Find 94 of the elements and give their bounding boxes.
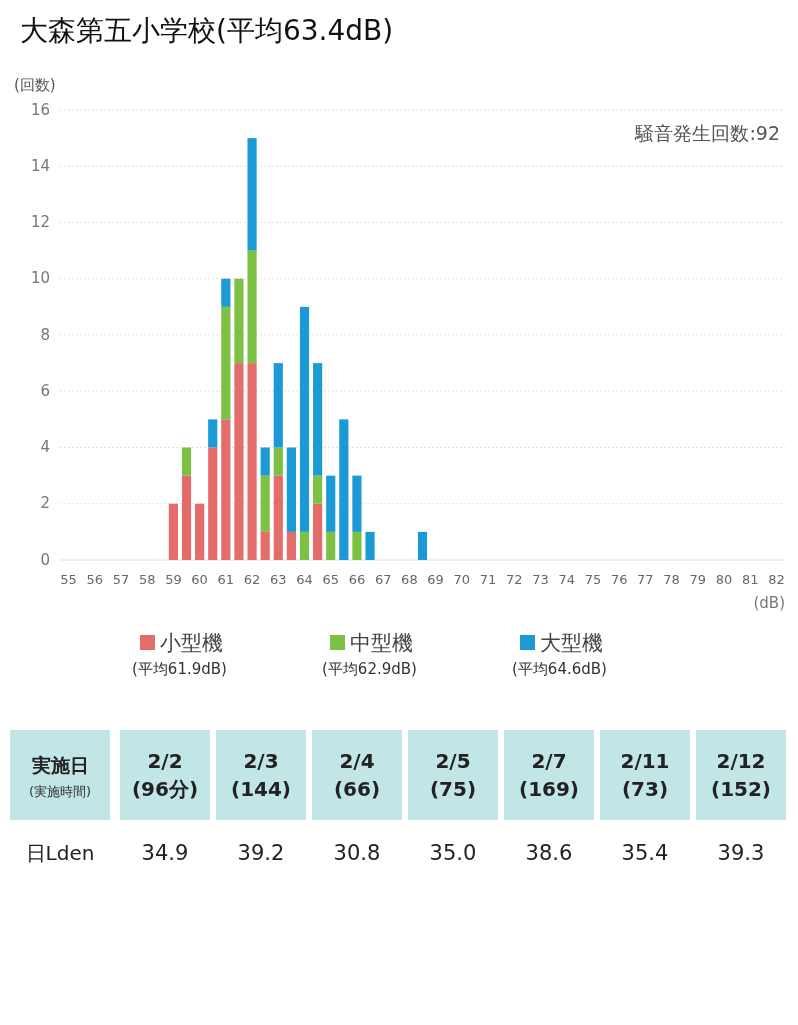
bar xyxy=(273,475,283,560)
x-tick-label: 66 xyxy=(348,571,366,587)
x-tick-label: 82 xyxy=(768,571,785,587)
category-label: 2/5 (75) xyxy=(429,749,477,801)
x-tick-label: 69 xyxy=(427,571,444,587)
x-tick-label: 73 xyxy=(532,571,549,587)
text: 35.0 xyxy=(429,841,477,865)
bar xyxy=(208,447,218,560)
bar xyxy=(286,531,296,560)
category-label: 2/3 (144) xyxy=(230,749,292,801)
bar xyxy=(234,363,244,560)
bar xyxy=(326,475,336,532)
category-label: 2/12 (152) xyxy=(710,749,772,801)
x-tick-label: 72 xyxy=(506,571,523,587)
x-tick-label: 56 xyxy=(86,571,104,587)
y-tick-label: 4 xyxy=(40,438,50,456)
text: 34.9 xyxy=(141,841,189,865)
legend-label: 大型機 (平均64.6dB) xyxy=(512,631,607,678)
bar xyxy=(273,363,283,448)
bar xyxy=(247,363,257,560)
x-tick-label: 59 xyxy=(165,571,182,587)
x-tick-label: 74 xyxy=(558,571,575,587)
y-tick-label: 16 xyxy=(30,100,50,119)
legend-label: 小型機 (平均61.9dB) xyxy=(132,631,227,678)
bar xyxy=(339,419,349,560)
category-label: 2/4 (66) xyxy=(333,749,381,801)
bar xyxy=(299,306,310,532)
x-tick-label: 75 xyxy=(584,571,602,587)
text: 30.8 xyxy=(333,841,381,865)
x-tick-label: 70 xyxy=(453,571,471,587)
x-tick-label: 77 xyxy=(637,571,654,587)
category-label: 2/7 (169) xyxy=(518,749,580,801)
x-tick-label: 71 xyxy=(479,571,497,587)
x-tick-label: 76 xyxy=(610,571,628,587)
bar xyxy=(260,447,270,476)
bar xyxy=(326,531,336,560)
x-tick-label: 63 xyxy=(270,571,287,587)
x-tick-label: 67 xyxy=(374,571,392,587)
category-label: 2/2 (96分) xyxy=(131,749,199,801)
bar xyxy=(221,419,231,560)
text: 38.6 xyxy=(525,841,573,865)
bar xyxy=(181,447,192,476)
x-tick-label: 55 xyxy=(60,571,77,587)
bar xyxy=(273,447,283,476)
bar xyxy=(208,419,218,448)
x-tick-label: 80 xyxy=(715,571,733,587)
bar xyxy=(195,503,205,560)
bar xyxy=(247,138,257,251)
x-tick-label: 65 xyxy=(322,571,339,587)
bar xyxy=(181,475,192,560)
annotation: 騒音発生回数:92 xyxy=(634,122,780,144)
bar xyxy=(260,531,270,560)
bar xyxy=(234,278,244,364)
bar xyxy=(313,503,323,560)
y-tick-label: 14 xyxy=(30,156,50,175)
bar xyxy=(247,250,257,364)
x-tick-label: 58 xyxy=(138,571,156,587)
text: 35.4 xyxy=(621,841,669,865)
x-tick-label: 61 xyxy=(217,571,235,587)
category-label: 2/11 (73) xyxy=(620,749,670,801)
x-axis-title: (dB) xyxy=(753,594,785,612)
legend-label: 中型機 (平均62.9dB) xyxy=(322,631,417,678)
bar xyxy=(260,475,270,532)
text: 日Lden xyxy=(25,841,95,865)
text: 39.2 xyxy=(237,841,285,865)
x-tick-label: 64 xyxy=(296,571,313,587)
y-tick-label: 2 xyxy=(40,494,50,513)
bar xyxy=(352,475,362,532)
bar xyxy=(221,278,231,307)
y-tick-label: 6 xyxy=(40,381,50,400)
x-tick-label: 78 xyxy=(663,571,680,587)
bar xyxy=(365,531,375,560)
x-tick-label: 60 xyxy=(191,571,208,587)
chart-title: 大森第五小学校(平均63.4dB) xyxy=(20,14,394,47)
y-tick-label: 0 xyxy=(40,550,50,569)
x-tick-label: 62 xyxy=(243,571,261,587)
x-tick-label: 57 xyxy=(112,571,130,587)
text: 実施日 (実施時間) xyxy=(28,754,92,799)
bar xyxy=(286,447,296,532)
y-tick-label: 10 xyxy=(30,269,50,288)
bar xyxy=(352,531,362,560)
bar xyxy=(221,306,231,420)
bar xyxy=(168,503,178,560)
bar xyxy=(313,363,323,476)
x-tick-label: 68 xyxy=(401,571,418,587)
bar xyxy=(313,475,323,504)
x-tick-label: 79 xyxy=(689,571,707,587)
x-tick-label: 81 xyxy=(741,571,759,587)
y-axis-title: (回数) xyxy=(14,76,56,94)
bar xyxy=(417,531,428,560)
bar xyxy=(299,531,310,560)
text: 39.3 xyxy=(717,841,765,865)
y-tick-label: 8 xyxy=(40,325,50,344)
y-tick-label: 12 xyxy=(30,213,50,231)
